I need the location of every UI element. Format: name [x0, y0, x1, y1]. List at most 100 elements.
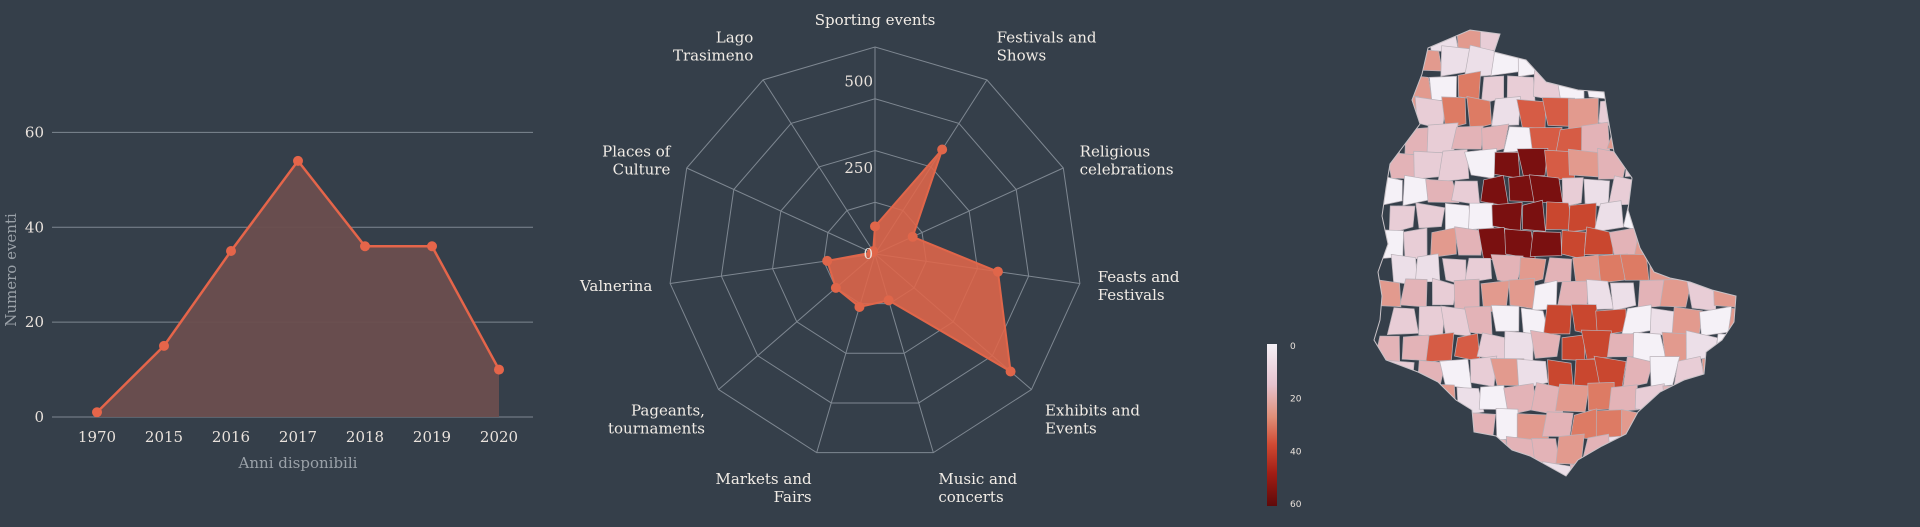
map-region: [1402, 175, 1430, 206]
map-region: [1561, 229, 1587, 260]
radar-category-label: Feasts and Festivals: [1098, 268, 1180, 304]
map-region: [1583, 226, 1614, 256]
map-region: [1374, 122, 1402, 155]
map-region: [1466, 96, 1492, 131]
area-x-tick-label: 2017: [279, 428, 317, 446]
map-outline: [1373, 29, 1737, 477]
map-regions: [1374, 30, 1770, 476]
map-region: [1418, 305, 1446, 338]
map-region: [1608, 175, 1640, 206]
map-region: [1635, 173, 1666, 208]
map-region: [1453, 434, 1481, 467]
radar-spoke: [762, 79, 876, 255]
map-region: [1676, 153, 1704, 183]
map-region: [1388, 95, 1419, 129]
area-x-tick-label: 1970: [78, 428, 116, 446]
map-region: [1646, 46, 1681, 78]
map-region: [1671, 255, 1707, 280]
map-region: [1738, 178, 1767, 208]
map-region: [1518, 256, 1547, 286]
area-data-point: [427, 241, 437, 252]
map-region: [1595, 459, 1627, 476]
map-region: [1699, 306, 1732, 337]
map-region: [1491, 96, 1521, 127]
map-region: [1597, 253, 1628, 284]
radar-chart: 0 250 500 Sporting events Festivals and Show…: [579, 11, 1180, 506]
map-region: [1660, 178, 1690, 209]
map-region: [1401, 382, 1432, 414]
map-region: [1609, 227, 1639, 258]
map-region: [1686, 280, 1717, 312]
map-region: [1414, 48, 1443, 72]
map-region: [1543, 304, 1573, 335]
map-region: [1649, 356, 1681, 388]
map-region: [1453, 278, 1480, 311]
map-region: [1377, 72, 1405, 101]
map-region: [1580, 329, 1613, 360]
map-region: [1672, 409, 1702, 436]
colorbar: [1267, 344, 1277, 506]
map-region: [1701, 358, 1729, 385]
map-region: [1490, 46, 1521, 77]
area-chart: 0 20 40 60 1970 2015 2016 2017 2018 2019 2020 Ann…: [2, 123, 533, 472]
radar-grid-ring: [720, 98, 1030, 404]
radar-data-point: [870, 221, 880, 232]
map-region: [1468, 202, 1494, 230]
map-region: [1625, 462, 1650, 476]
map-region: [1647, 97, 1677, 129]
map-region: [1684, 30, 1714, 48]
map-region: [1425, 332, 1455, 363]
map-region: [1374, 30, 1407, 51]
map-region: [1516, 99, 1547, 131]
area-data-point: [293, 155, 303, 166]
area-y-tick-label: 40: [25, 218, 44, 236]
map-region: [1740, 73, 1764, 97]
map-region: [1378, 385, 1404, 411]
map-region: [1530, 30, 1558, 52]
map-region: [1651, 152, 1678, 183]
map-region: [1738, 126, 1768, 149]
map-region: [1520, 461, 1548, 476]
map-region: [1620, 409, 1654, 443]
map-region: [1596, 46, 1627, 79]
map-region: [1622, 355, 1654, 389]
map-region: [1699, 257, 1730, 285]
map-region: [1714, 333, 1736, 364]
map-region: [1727, 254, 1736, 286]
colorbar-tick-label: 0: [1290, 342, 1296, 352]
map-region: [1517, 43, 1547, 77]
map-region: [1685, 330, 1718, 362]
area-x-axis-title: Anni disponibili: [238, 454, 358, 472]
map-region: [1401, 435, 1431, 467]
area-data-point: [159, 340, 169, 351]
map-region: [1725, 44, 1736, 78]
map-region: [1646, 460, 1678, 476]
radar-r-tick-label: 250: [844, 159, 873, 177]
map-region: [1555, 383, 1590, 413]
colorbar-tick-label: 40: [1290, 447, 1302, 457]
area-data-point: [494, 364, 504, 375]
map-region: [1388, 411, 1415, 442]
map-region: [1672, 355, 1707, 390]
map-region: [1686, 438, 1717, 468]
map-region: [1583, 69, 1616, 100]
radar-data-point: [907, 231, 918, 242]
map-region: [1727, 308, 1736, 335]
map-region: [1672, 464, 1705, 476]
map-region: [1684, 124, 1716, 153]
map-region: [1374, 335, 1401, 364]
map-region: [1661, 123, 1689, 153]
map-region: [1374, 278, 1402, 308]
area-y-tick-label: 20: [25, 313, 44, 331]
map-region: [1544, 257, 1572, 283]
map-region: [1402, 30, 1430, 48]
map-region: [1728, 462, 1736, 476]
map-region: [1741, 279, 1770, 311]
map-region: [1440, 466, 1472, 476]
map-region: [1658, 70, 1689, 99]
map-region: [1712, 30, 1736, 47]
map-region: [1738, 229, 1769, 259]
map-region: [1698, 463, 1728, 476]
area-data-point: [360, 241, 370, 252]
map-region: [1414, 253, 1441, 283]
